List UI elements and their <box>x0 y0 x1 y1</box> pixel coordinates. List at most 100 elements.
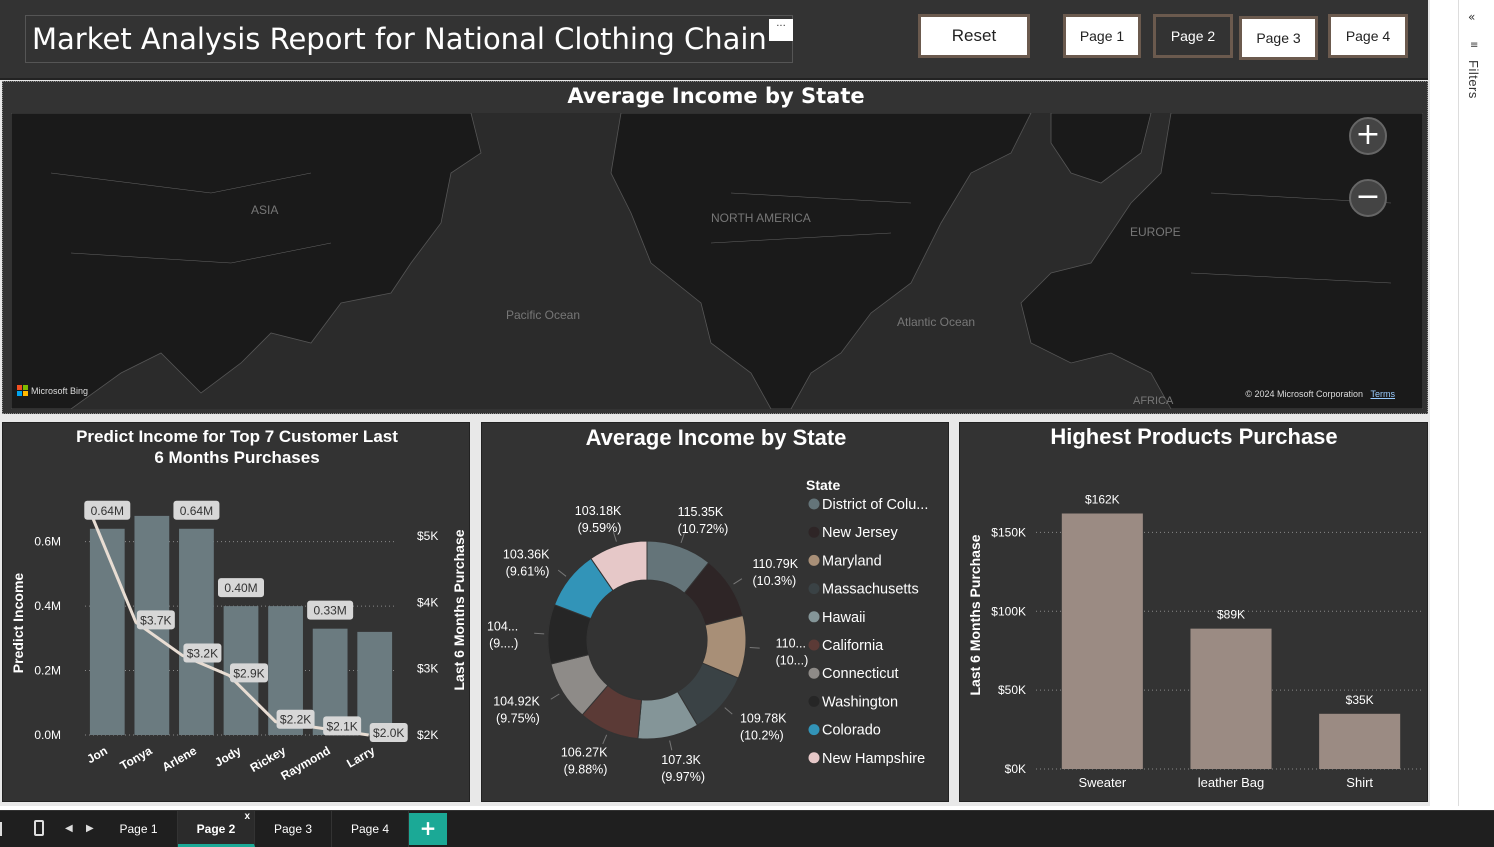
line-label-box <box>183 643 222 663</box>
next-page-icon[interactable]: ▶ <box>86 823 94 834</box>
map-label-africa: AFRICA <box>1133 395 1174 407</box>
filters-pane <box>1458 0 1494 806</box>
line-label-box <box>230 663 268 683</box>
map-label-pacific: Pacific Ocean <box>506 308 581 322</box>
legend-item-label: Connecticut <box>822 666 899 682</box>
line-data-label: $3.2K <box>187 646 218 660</box>
line-label-box <box>276 709 315 729</box>
prev-page-icon[interactable]: ◀ <box>65 823 73 834</box>
line-label-box <box>323 716 362 736</box>
more-options-icon[interactable]: ··· <box>769 19 793 41</box>
x-tick-label: Jody <box>212 743 244 769</box>
tab-page-2[interactable]: Page 2 x <box>178 811 255 847</box>
slice-data-label: 115.35K (10.72%) <box>678 505 729 536</box>
filter-icon: ≡ <box>1470 40 1479 51</box>
bar-data-label: $35K <box>1346 693 1374 707</box>
y-tick-label: 0.6M <box>34 535 61 549</box>
line-data-label: $2.9K <box>233 666 264 680</box>
map-label-north-america: NORTH AMERICA <box>711 211 811 225</box>
microsoft-logo-icon <box>17 385 28 396</box>
tab-label: Page 4 <box>350 822 390 836</box>
slice-data-label: 103.18K (9.59%) <box>575 504 622 535</box>
page2-button[interactable]: Page 2 <box>1153 14 1233 58</box>
mobile-view-icon[interactable] <box>34 820 44 836</box>
leader-line <box>669 740 673 751</box>
map-label-asia: ASIA <box>251 203 279 217</box>
slice-data-label: 109.78K (10.2%) <box>740 712 787 743</box>
line-label-box <box>136 610 175 630</box>
line-data-label: $2.0K <box>373 726 404 740</box>
y-tick-label: $100K <box>991 604 1026 618</box>
leader-line <box>724 707 733 715</box>
bar-data-label: 0.33M <box>313 604 346 618</box>
world-map[interactable]: ASIA NORTH AMERICA EUROPE Pacific Ocean … <box>11 113 1423 409</box>
page-tab-bar: ◀ ▶ Page 1 Page 2 x Page 3 Page 4 + <box>0 810 1494 847</box>
bar <box>1061 513 1143 769</box>
legend-item-label: District of Colu... <box>822 497 928 513</box>
leader-line <box>733 578 743 585</box>
line-series <box>87 509 369 737</box>
line-data-label: $3.7K <box>140 613 171 627</box>
y2-tick-label: $4K <box>417 595 438 609</box>
tab-label: Page 3 <box>273 822 313 836</box>
add-page-button[interactable]: + <box>409 813 447 845</box>
x-tick-label: leather Bag <box>1198 775 1265 790</box>
slice-data-label: 104.92K (9.75%) <box>493 695 540 726</box>
reset-button[interactable]: Reset <box>918 14 1030 58</box>
slice-data-label: 104... (9....) <box>487 619 518 650</box>
close-tab-icon[interactable]: x <box>244 811 250 822</box>
bar-data-label: 0.64M <box>180 504 213 518</box>
zoom-in-button[interactable]: + <box>1349 117 1387 155</box>
page4-button[interactable]: Page 4 <box>1328 14 1408 58</box>
product-bar-chart[interactable]: Highest Products Purchase Last 6 Months … <box>959 422 1428 802</box>
map-terms-link[interactable]: Terms <box>1370 389 1396 399</box>
desktop-view-icon[interactable] <box>0 822 4 836</box>
collapse-icon[interactable]: « <box>1468 10 1476 24</box>
tab-page-4[interactable]: Page 4 <box>332 811 409 847</box>
page3-button[interactable]: Page 3 <box>1239 16 1318 60</box>
legend-item-label: Massachusetts <box>822 582 919 598</box>
tab-label: Page 2 <box>196 822 236 836</box>
tab-page-1[interactable]: Page 1 <box>100 811 178 847</box>
report-header: Market Analysis Report for National Clot… <box>0 0 1428 80</box>
y2-tick-label: $5K <box>417 529 438 543</box>
x-tick-label: Tonya <box>118 743 155 773</box>
y-tick-label: $0K <box>1005 762 1026 776</box>
legend-marker <box>808 498 820 510</box>
bar <box>1190 628 1272 769</box>
state-donut-chart[interactable]: Average Income by State State 115.35K (10… <box>481 422 949 802</box>
bar-label-box <box>218 578 264 598</box>
chart-title-line2: 6 Months Purchases <box>154 448 319 467</box>
y2-tick-label: $3K <box>417 662 438 676</box>
legend-item-label: Maryland <box>822 553 882 569</box>
page1-button[interactable]: Page 1 <box>1063 14 1141 58</box>
bar-data-label: 0.40M <box>224 581 257 595</box>
slice-data-label: 110.79K (10.3%) <box>752 557 798 588</box>
customer-combo-svg: Predict Income for Top 7 Customer Last 6… <box>10 427 467 783</box>
legend-marker <box>808 611 820 623</box>
x-tick-label: Raymond <box>278 743 332 782</box>
y2-tick-label: $2K <box>417 728 438 742</box>
legend-item-label: New Jersey <box>822 525 898 541</box>
x-tick-label: Sweater <box>1078 775 1126 790</box>
bar <box>89 528 125 735</box>
bing-logo: Microsoft Bing <box>17 385 88 396</box>
map-title: Average Income by State <box>567 84 865 108</box>
legend-marker <box>808 752 820 764</box>
leader-line <box>680 533 685 543</box>
tab-page-3[interactable]: Page 3 <box>255 811 332 847</box>
state-donut-svg: Average Income by State State 115.35K (10… <box>487 425 928 784</box>
product-bar-svg: Highest Products Purchase Last 6 Months … <box>967 424 1422 790</box>
line-data-label: $2.1K <box>326 719 357 733</box>
bar <box>179 528 214 735</box>
customer-combo-chart[interactable]: Predict Income for Top 7 Customer Last 6… <box>2 422 470 802</box>
bar-data-label: $89K <box>1217 608 1245 622</box>
filters-label[interactable]: Filters <box>1466 60 1481 99</box>
legend-marker <box>808 583 820 595</box>
map-copyright: © 2024 Microsoft Corporation <box>1245 389 1363 399</box>
chart-title: Average Income by State <box>586 425 847 450</box>
report-title: Market Analysis Report for National Clot… <box>25 15 793 63</box>
bar-label-box <box>307 600 354 620</box>
zoom-out-button[interactable]: − <box>1349 179 1387 217</box>
slice-data-label: 106.27K (9.88%) <box>561 746 608 777</box>
